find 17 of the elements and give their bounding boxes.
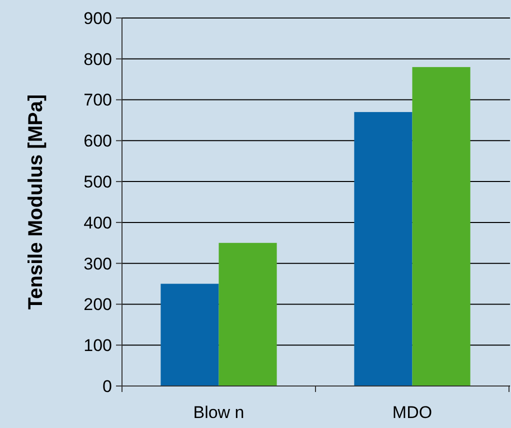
bar	[160, 284, 219, 386]
bar	[218, 242, 277, 386]
y-tick-label: 300	[84, 254, 112, 274]
bar	[354, 112, 412, 386]
y-tick-label: 400	[84, 213, 112, 232]
y-tick-label: 500	[84, 172, 112, 192]
y-tick-label: 100	[84, 336, 112, 356]
y-tick-label: 0	[102, 376, 112, 396]
x-tick-label: MDO	[392, 403, 432, 422]
y-tick-label: 800	[84, 50, 112, 69]
y-axis-title: Tensile Modulus [MPa]	[25, 94, 47, 310]
y-tick-label: 200	[84, 295, 112, 314]
x-tick-label: Blow n	[193, 403, 244, 422]
y-tick-label: 900	[84, 8, 112, 28]
y-tick-label: 700	[84, 90, 112, 110]
bar	[412, 67, 470, 386]
y-tick-label: 600	[84, 132, 112, 151]
